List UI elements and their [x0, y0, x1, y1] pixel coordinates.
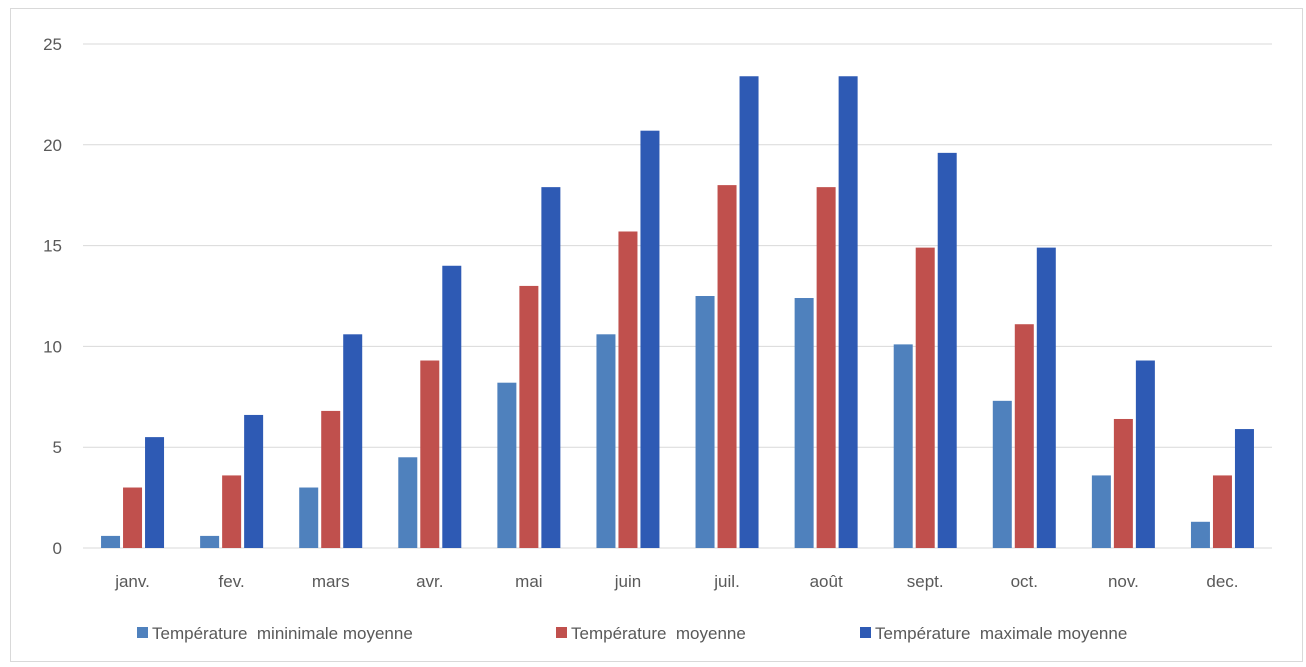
x-tick-label-6: juil.	[713, 572, 740, 591]
bar-oct.-series-3	[1036, 247, 1056, 548]
x-tick-label-10: nov.	[1108, 572, 1139, 591]
bar-janv.-series-3	[145, 437, 165, 548]
y-tick-label-0: 0	[53, 539, 62, 558]
bars	[101, 76, 1254, 549]
bar-fev.-series-3	[244, 414, 264, 548]
bar-nov.-series-2	[1113, 418, 1133, 548]
bar-sept.-series-2	[915, 247, 935, 548]
x-tick-label-0: janv.	[114, 572, 150, 591]
bar-août-series-1	[794, 298, 814, 548]
legend-label-3: Température maximale moyenne	[875, 624, 1127, 643]
legend-swatch-1	[137, 627, 148, 638]
bar-juil.-series-3	[739, 76, 759, 549]
legend-swatch-3	[860, 627, 871, 638]
x-tick-label-7: août	[810, 572, 843, 591]
bar-juin-series-2	[618, 231, 638, 548]
bar-mars-series-3	[343, 334, 363, 548]
bar-oct.-series-2	[1014, 324, 1034, 548]
legend-label-1: Température mininimale moyenne	[152, 624, 413, 643]
x-tick-label-11: dec.	[1206, 572, 1238, 591]
y-tick-label-20: 20	[43, 136, 62, 155]
bar-janv.-series-2	[123, 487, 143, 548]
bar-juin-series-1	[596, 334, 616, 548]
bar-août-series-2	[816, 187, 836, 549]
y-tick-label-15: 15	[43, 237, 62, 256]
x-tick-label-3: avr.	[416, 572, 443, 591]
bar-dec.-series-3	[1234, 429, 1254, 548]
y-tick-label-5: 5	[53, 438, 62, 457]
bar-mars-series-2	[321, 410, 341, 548]
legend: Température mininimale moyenne Températur…	[137, 624, 1127, 643]
bar-fev.-series-2	[222, 475, 242, 548]
bar-avr.-series-1	[398, 457, 418, 548]
x-tick-label-5: juin	[614, 572, 641, 591]
x-tick-label-9: oct.	[1011, 572, 1038, 591]
bar-juil.-series-1	[695, 296, 715, 548]
bar-sept.-series-1	[893, 344, 913, 548]
bar-nov.-series-3	[1135, 360, 1155, 548]
y-axis-ticks: 0 5 10 15 20 25	[43, 35, 62, 558]
bar-dec.-series-2	[1212, 475, 1232, 548]
bar-mai-series-3	[541, 187, 561, 549]
x-tick-label-4: mai	[515, 572, 542, 591]
x-tick-label-8: sept.	[907, 572, 944, 591]
legend-swatch-2	[556, 627, 567, 638]
y-tick-label-10: 10	[43, 337, 62, 356]
legend-label-2: Température moyenne	[571, 624, 746, 643]
bar-mai-series-1	[497, 382, 517, 548]
x-tick-label-2: mars	[312, 572, 350, 591]
x-tick-label-1: fev.	[219, 572, 245, 591]
bar-fev.-series-1	[200, 535, 220, 548]
y-tick-label-25: 25	[43, 35, 62, 54]
bar-juil.-series-2	[717, 185, 737, 548]
x-axis-ticks: janv. fev. mars avr. mai juin juil. août sept. oc…	[114, 572, 1238, 591]
bar-dec.-series-1	[1190, 521, 1210, 548]
bar-nov.-series-1	[1091, 475, 1111, 548]
bar-oct.-series-1	[992, 400, 1012, 548]
bar-avr.-series-3	[442, 265, 462, 548]
gridlines	[83, 43, 1272, 549]
bar-mars-series-1	[299, 487, 319, 548]
bar-sept.-series-3	[937, 152, 957, 548]
bar-juin-series-3	[640, 130, 660, 549]
bar-août-series-3	[838, 76, 858, 549]
bar-janv.-series-1	[101, 535, 121, 548]
bar-mai-series-2	[519, 285, 539, 548]
bar-avr.-series-2	[420, 360, 440, 548]
